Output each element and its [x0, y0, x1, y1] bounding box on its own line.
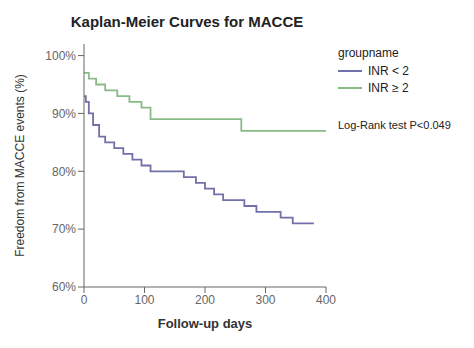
- html-text:Kaplan-Meier Curves for MACCE: Kaplan-Meier Curves for MACCE: [70, 13, 304, 30]
- svg-text:70%: 70%: [52, 222, 76, 236]
- svg-text:60%: 60%: [52, 280, 76, 294]
- html-text:INR < 2: INR < 2: [368, 64, 409, 78]
- html-text:groupname: groupname: [338, 46, 399, 60]
- html-text:Log-Rank test P<0.049: Log-Rank test P<0.049: [338, 119, 451, 131]
- svg-text:300: 300: [255, 293, 275, 307]
- svg-text:80%: 80%: [52, 165, 76, 179]
- svg-text:0: 0: [81, 293, 88, 307]
- svg-text:Follow-up days: Follow-up days: [158, 316, 253, 331]
- svg-text:200: 200: [195, 293, 215, 307]
- svg-text:Freedom from MACCE events (%): Freedom from MACCE events (%): [13, 74, 27, 257]
- svg-text:400: 400: [316, 293, 336, 307]
- svg-text:100: 100: [134, 293, 154, 307]
- html-text:INR ≥ 2: INR ≥ 2: [368, 81, 409, 95]
- svg-text:100%: 100%: [45, 49, 76, 63]
- svg-text:90%: 90%: [52, 107, 76, 121]
